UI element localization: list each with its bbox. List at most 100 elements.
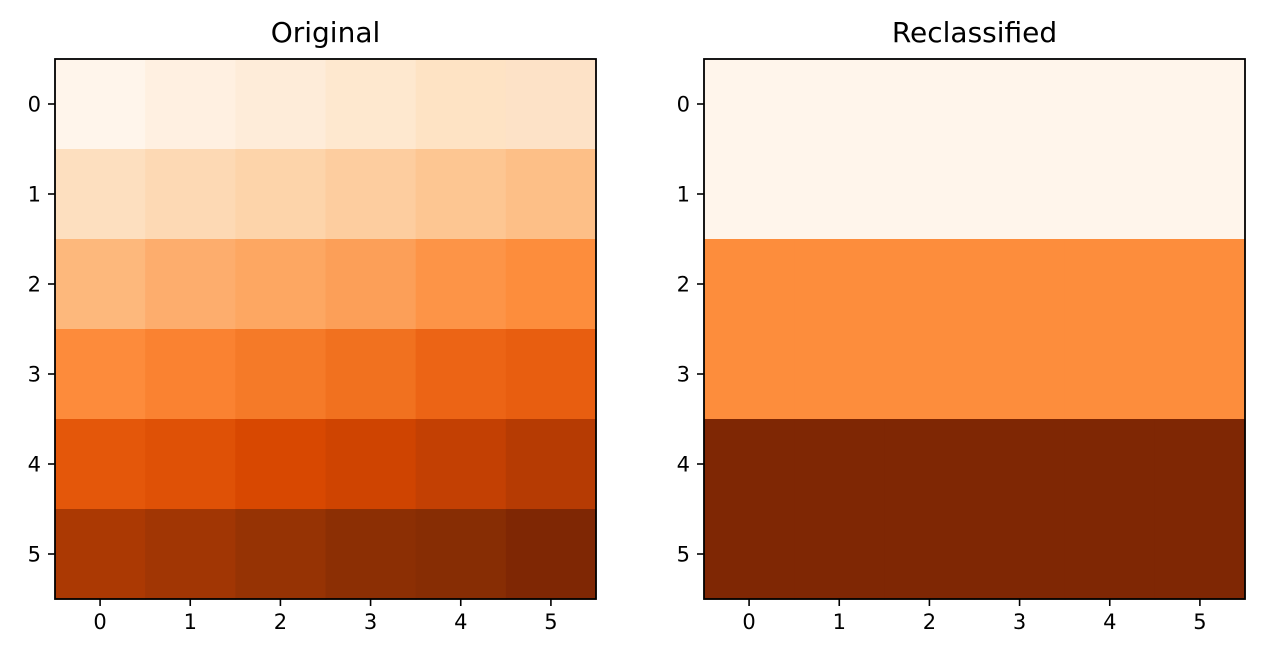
- heatmap-cell: [974, 59, 1066, 150]
- heatmap-cell: [974, 509, 1066, 600]
- heatmap-cell: [505, 59, 597, 150]
- heatmap-cell: [55, 59, 146, 150]
- heatmap-cell: [1154, 329, 1246, 420]
- heatmap-cell: [505, 239, 597, 330]
- heatmap-cell: [55, 239, 146, 330]
- x-tick-label: 1: [184, 610, 197, 634]
- heatmap-cell: [1064, 329, 1156, 420]
- heatmap-cell: [325, 59, 417, 150]
- x-tick-label: 1: [833, 610, 846, 634]
- plot-frame: [54, 58, 597, 600]
- x-tick-label: 5: [1193, 610, 1206, 634]
- heatmap-cell: [145, 59, 236, 150]
- y-tick-label: 0: [677, 93, 690, 117]
- chart-title: Original: [271, 16, 381, 49]
- heatmap-cell: [415, 329, 507, 420]
- heatmap-cell: [1064, 509, 1156, 600]
- heatmap-cell: [1154, 239, 1246, 330]
- heatmap-cell: [55, 329, 146, 420]
- heatmap-cell: [704, 59, 795, 150]
- y-tick-label: 0: [28, 93, 41, 117]
- heatmap-cell: [704, 419, 795, 510]
- heatmap-cell: [794, 509, 885, 600]
- heatmap-cell: [794, 419, 885, 510]
- heatmap-cell: [505, 509, 597, 600]
- heatmap-panel-1: Reclassified 0 1 2 3 4 5 0 1 2 3 4 5: [677, 16, 1246, 634]
- heatmap-cell: [235, 239, 327, 330]
- y-tick-label: 5: [677, 543, 690, 567]
- heatmap-cell: [145, 149, 236, 240]
- heatmap-cell: [1154, 419, 1246, 510]
- x-tick-label: 0: [742, 610, 755, 634]
- heatmap-cell: [325, 239, 417, 330]
- x-tick-label: 0: [93, 610, 106, 634]
- heatmap-cell: [505, 149, 597, 240]
- heatmap-cell: [884, 329, 976, 420]
- heatmap-panel-0: Original 0 1 2 3 4 5 0 1 2 3 4 5: [28, 16, 597, 634]
- x-tick-label: 3: [1013, 610, 1026, 634]
- x-tick-label: 5: [544, 610, 557, 634]
- x-tick-label: 2: [274, 610, 287, 634]
- heatmap-cell: [704, 239, 795, 330]
- heatmap-cell: [145, 329, 236, 420]
- heatmap-cell: [794, 329, 885, 420]
- heatmap-cell: [884, 59, 976, 150]
- heatmap-cell: [415, 509, 507, 600]
- x-tick-label: 3: [364, 610, 377, 634]
- heatmap-cell: [505, 419, 597, 510]
- heatmap-cell: [235, 59, 327, 150]
- y-tick-label: 3: [28, 363, 41, 387]
- heatmap-cell: [884, 149, 976, 240]
- heatmap-cell: [1064, 419, 1156, 510]
- heatmap-cell: [415, 59, 507, 150]
- heatmap-cell: [145, 509, 236, 600]
- heatmap-cell: [235, 419, 327, 510]
- heatmap-cell: [325, 329, 417, 420]
- heatmap-cell: [884, 239, 976, 330]
- heatmap-cell: [974, 239, 1066, 330]
- heatmap-cell: [1064, 239, 1156, 330]
- heatmap-cell: [55, 509, 146, 600]
- y-tick-label: 1: [28, 183, 41, 207]
- y-tick-label: 5: [28, 543, 41, 567]
- heatmap-cell: [1154, 149, 1246, 240]
- y-tick-label: 4: [28, 453, 41, 477]
- heatmap-cell: [974, 419, 1066, 510]
- heatmap-cell: [794, 59, 885, 150]
- chart-title: Reclassified: [892, 16, 1057, 49]
- heatmap-cell: [145, 239, 236, 330]
- x-tick-label: 4: [1103, 610, 1116, 634]
- x-tick-label: 2: [923, 610, 936, 634]
- x-tick-label: 4: [454, 610, 467, 634]
- heatmap-cell: [415, 239, 507, 330]
- heatmap-cell: [704, 509, 795, 600]
- y-tick-label: 2: [677, 273, 690, 297]
- y-tick-label: 2: [28, 273, 41, 297]
- heatmap-cell: [1064, 149, 1156, 240]
- heatmap-cell: [1064, 59, 1156, 150]
- heatmap-cell: [235, 149, 327, 240]
- y-tick-label: 1: [677, 183, 690, 207]
- heatmap-cell: [235, 329, 327, 420]
- heatmap-cell: [704, 329, 795, 420]
- y-tick-label: 4: [677, 453, 690, 477]
- heatmap-cell: [974, 149, 1066, 240]
- heatmap-cell: [505, 329, 597, 420]
- y-tick-label: 3: [677, 363, 690, 387]
- heatmap-cell: [325, 149, 417, 240]
- heatmap-cell: [235, 509, 327, 600]
- heatmap-cell: [145, 419, 236, 510]
- heatmap-cell: [794, 149, 885, 240]
- heatmap-cell: [1154, 59, 1246, 150]
- heatmap-cell: [974, 329, 1066, 420]
- heatmap-cell: [415, 149, 507, 240]
- heatmap-cell: [884, 419, 976, 510]
- heatmap-cell: [704, 149, 795, 240]
- heatmap-cell: [794, 239, 885, 330]
- plot-frame: [703, 58, 1246, 600]
- heatmap-cell: [884, 509, 976, 600]
- heatmap-cell: [55, 149, 146, 240]
- heatmap-cell: [55, 419, 146, 510]
- heatmap-cell: [415, 419, 507, 510]
